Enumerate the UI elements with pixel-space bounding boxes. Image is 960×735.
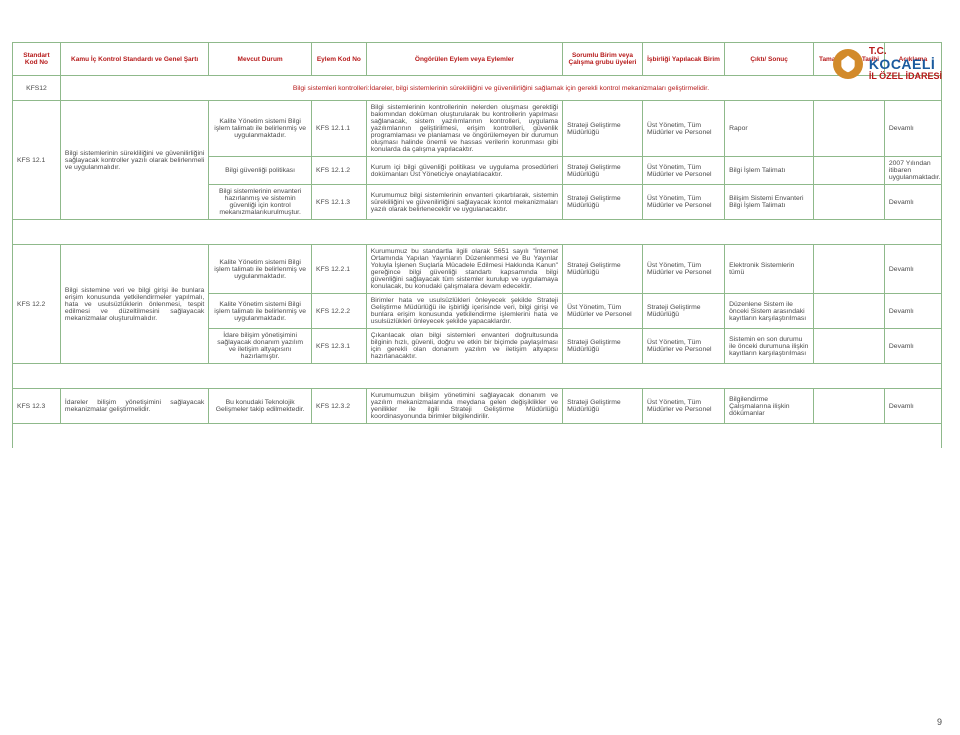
logo-text: T.C. KOCAELİ İL ÖZEL İDARESİ <box>869 46 942 82</box>
cell-eylemkod: KFS 12.1.3 <box>311 185 366 220</box>
cell-eylemkod: KFS 12.2.2 <box>311 294 366 329</box>
cell-eylem: Bilgi sistemlerinin kontrollerinin neler… <box>366 101 562 157</box>
cell-aciklama: Devamlı <box>884 101 941 157</box>
spacer-row <box>13 220 942 245</box>
cell-aciklama: Devamlı <box>884 329 941 364</box>
cell-durum: İdare bilişim yönetişimini sağlayacak do… <box>209 329 312 364</box>
logo: T.C. KOCAELİ İL ÖZEL İDARESİ <box>833 46 942 82</box>
cell-isbirligi: Strateji Geliştirme Müdürlüğü <box>642 294 724 329</box>
cell-cikti: Elektronik Sistemlerin tümü <box>725 245 814 294</box>
cell-aciklama: Devamlı <box>884 245 941 294</box>
table-body: KFS12Bilgi sistemleri kontrolleri:İdarel… <box>13 76 942 449</box>
spacer-cell <box>13 364 942 389</box>
cell-sorumlu: Üst Yönetim, Tüm Müdürler ve Personel <box>563 294 643 329</box>
cell-eylem: Birimler hata ve usulsüzlükleri önleyece… <box>366 294 562 329</box>
th-kod: Standart Kod No <box>13 43 61 76</box>
cell-tarih <box>814 185 885 220</box>
cell-durum: Bilgi güvenliği politikası <box>209 157 312 185</box>
cell-durum: Bilgi sistemlerinin envanteri hazırlanmı… <box>209 185 312 220</box>
cell-eylem: Kurumumuzun bilişim yönetimini sağlayaca… <box>366 389 562 424</box>
cell-eylemkod: KFS 12.2.1 <box>311 245 366 294</box>
th-sart: Kamu İç Kontrol Standardı ve Genel Şartı <box>60 43 208 76</box>
cell-kod: KFS 12.3 <box>13 389 61 424</box>
cell-sorumlu: Strateji Geliştirme Müdürlüğü <box>563 329 643 364</box>
table-row: KFS 12.1Bilgi sistemlerinin sürekliliğin… <box>13 101 942 157</box>
cell-kod: KFS 12.1 <box>13 101 61 220</box>
cell-tarih <box>814 389 885 424</box>
cell-isbirligi: Üst Yönetim, Tüm Müdürler ve Personel <box>642 329 724 364</box>
th-cikti: Çıktı/ Sonuç <box>725 43 814 76</box>
group-row: KFS12Bilgi sistemleri kontrolleri:İdarel… <box>13 76 942 101</box>
cell-eylem: Çıkarılacak olan bilgi sistemleri envant… <box>366 329 562 364</box>
cell-eylem: Kurumumuz bu standartla ilgili olarak 56… <box>366 245 562 294</box>
spacer-cell <box>13 220 942 245</box>
cell-isbirligi: Üst Yönetim, Tüm Müdürler ve Personel <box>642 185 724 220</box>
cell-eylemkod: KFS 12.1.2 <box>311 157 366 185</box>
cell-sorumlu: Strateji Geliştirme Müdürlüğü <box>563 185 643 220</box>
cell-sorumlu: Strateji Geliştirme Müdürlüğü <box>563 101 643 157</box>
th-isbirligi: İşbirliği Yapılacak Birim <box>642 43 724 76</box>
spacer-row <box>13 424 942 449</box>
page-number: 9 <box>937 717 942 727</box>
logo-koc: KOCAELİ <box>869 57 942 72</box>
cell-tarih <box>814 294 885 329</box>
cell-cikti: Düzenlene Sistem ile önceki Sistem arası… <box>725 294 814 329</box>
cell-sorumlu: Strateji Geliştirme Müdürlüğü <box>563 157 643 185</box>
cell-isbirligi: Üst Yönetim, Tüm Müdürler ve Personel <box>642 157 724 185</box>
cell-isbirligi: Üst Yönetim, Tüm Müdürler ve Personel <box>642 389 724 424</box>
th-sorumlu: Sorumlu Birim veya Çalışma grubu üyeleri <box>563 43 643 76</box>
cell-isbirligi: Üst Yönetim, Tüm Müdürler ve Personel <box>642 245 724 294</box>
th-eylem: Öngörülen Eylem veya Eylemler <box>366 43 562 76</box>
cell-sart: Bilgi sistemlerinin sürekliliğini ve güv… <box>60 101 208 220</box>
cell-cikti: Bilgi İşlem Talimatı <box>725 157 814 185</box>
cell-durum: Bu konudaki Teknolojik Gelişmeler takip … <box>209 389 312 424</box>
cell-durum: Kalite Yönetim sistemi Bilgi işlem talim… <box>209 294 312 329</box>
th-durum: Mevcut Durum <box>209 43 312 76</box>
control-standards-table: Standart Kod No Kamu İç Kontrol Standard… <box>12 42 942 448</box>
table-header: Standart Kod No Kamu İç Kontrol Standard… <box>13 43 942 76</box>
spacer-row <box>13 364 942 389</box>
cell-cikti: Bilişim Sistemi Envanteri Bilgi İşlem Ta… <box>725 185 814 220</box>
cell-eylemkod: KFS 12.3.1 <box>311 329 366 364</box>
cell-kod: KFS 12.2 <box>13 245 61 364</box>
spacer-cell <box>13 424 942 449</box>
cell-durum: Kalite Yönetim sistemi Bilgi işlem talim… <box>209 101 312 157</box>
cell-aciklama: Devamlı <box>884 389 941 424</box>
cell-eylem: Kurumumuz bilgi sistemlerinin envanteri … <box>366 185 562 220</box>
cell-eylemkod: KFS 12.3.2 <box>311 389 366 424</box>
cell-eylem: Kurum içi bilgi güvenliği politikası ve … <box>366 157 562 185</box>
cell-cikti: Bilgilendirme Çalışmalarına ilişkin dökü… <box>725 389 814 424</box>
cell-durum: Kalite Yönetim sistemi Bilgi işlem talim… <box>209 245 312 294</box>
group-kod: KFS12 <box>13 76 61 101</box>
cell-tarih <box>814 245 885 294</box>
th-eylemkod: Eylem Kod No <box>311 43 366 76</box>
logo-badge-icon <box>833 49 863 79</box>
cell-isbirligi: Üst Yönetim, Tüm Müdürler ve Personel <box>642 101 724 157</box>
cell-tarih <box>814 101 885 157</box>
logo-sub: İL ÖZEL İDARESİ <box>869 72 942 82</box>
group-title: Bilgi sistemleri kontrolleri:İdareler, b… <box>60 76 941 101</box>
cell-cikti: Sistemin en son durumu ile önceki durumu… <box>725 329 814 364</box>
cell-sorumlu: Strateji Geliştirme Müdürlüğü <box>563 389 643 424</box>
cell-aciklama: Devamlı <box>884 294 941 329</box>
table-row: KFS 12.2Bilgi sistemine veri ve bilgi gi… <box>13 245 942 294</box>
cell-tarih <box>814 329 885 364</box>
cell-tarih <box>814 157 885 185</box>
cell-aciklama: Devamlı <box>884 185 941 220</box>
cell-sart: Bilgi sistemine veri ve bilgi girişi ile… <box>60 245 208 364</box>
cell-eylemkod: KFS 12.1.1 <box>311 101 366 157</box>
cell-sorumlu: Strateji Geliştirme Müdürlüğü <box>563 245 643 294</box>
cell-aciklama: 2007 Yılından itibaren uygulanmaktadır. <box>884 157 941 185</box>
table-row: KFS 12.3İdareler bilişim yönetişimini sa… <box>13 389 942 424</box>
cell-cikti: Rapor <box>725 101 814 157</box>
cell-sart: İdareler bilişim yönetişimini sağlayacak… <box>60 389 208 424</box>
